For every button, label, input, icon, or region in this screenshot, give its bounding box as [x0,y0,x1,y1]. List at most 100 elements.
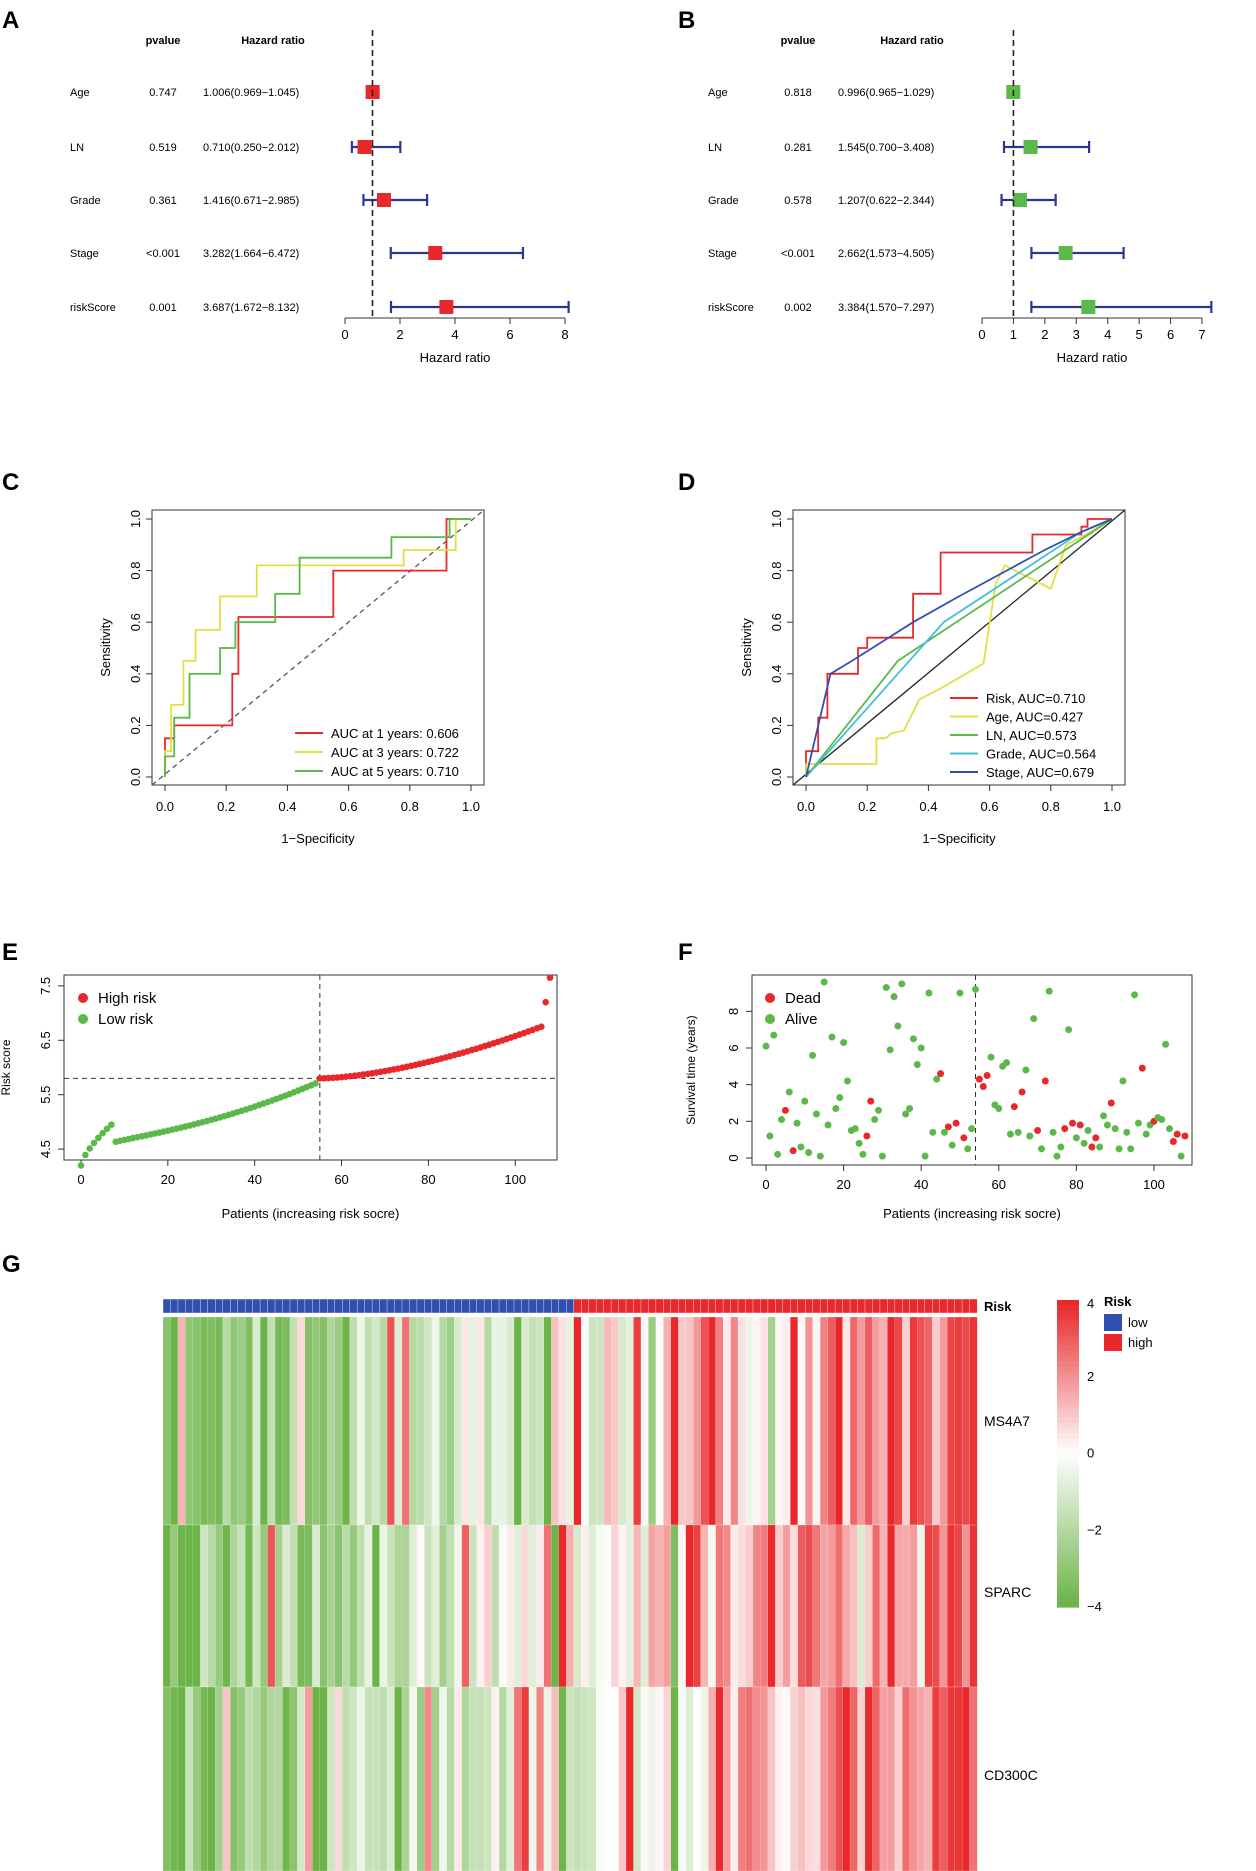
scale-segment [1057,1540,1079,1547]
row-pvalue: 0.818 [784,87,812,99]
scale-segment [1057,1586,1079,1593]
heatmap-cell [954,1316,963,1526]
scale-segment [1057,1571,1079,1577]
heatmap-cell [349,1316,358,1526]
x-axis-title: Hazard ratio [420,350,491,365]
heatmap-cell [670,1686,679,1871]
survival-point [979,1083,987,1090]
heatmap-cell [596,1686,605,1871]
risk-annotation-cell [663,1298,672,1314]
heatmap-cell [715,1524,724,1688]
heatmap-cell [566,1686,575,1871]
x-tick-label: 20 [836,1177,850,1192]
heatmap-cell [424,1524,433,1688]
risk-annotation-cell [371,1298,381,1314]
heatmap-cell [775,1686,784,1871]
survival-point [1068,1119,1076,1127]
heatmap-cell [491,1686,500,1871]
survival-point [890,993,898,1001]
risk-annotation-cell [274,1298,283,1314]
row-label: riskScore [708,302,754,314]
heatmap-cell [394,1686,403,1871]
heatmap-cell [409,1524,418,1688]
risk-annotation-cell [222,1298,231,1314]
heatmap-cell [484,1686,492,1871]
survival-point [940,1128,948,1136]
heatmap-cell [476,1316,485,1526]
legend-label: LN, AUC=0.573 [986,728,1077,743]
heatmap-cell [790,1524,799,1688]
survival-point [987,1053,995,1061]
risk-annotation-cell [595,1298,605,1314]
risk-annotation-cell [879,1298,888,1314]
risk-point [108,1121,115,1128]
risk-annotation-cell [961,1298,971,1314]
heatmap-cell [304,1686,313,1871]
heatmap-cell [640,1524,649,1688]
x-tick-label: 4 [451,327,458,342]
survival-point [898,980,906,988]
heatmap-cell [939,1316,948,1526]
heatmap-cell [454,1686,463,1871]
heatmap-cell [722,1316,731,1526]
x-tick-label: 40 [914,1177,928,1192]
survival-point [1107,1099,1115,1107]
roc-curve [805,518,1113,778]
risk-annotation-cell [902,1298,911,1314]
y-tick-label: 0.0 [769,768,784,786]
risk-annotation-cell [192,1298,201,1314]
y-tick-label: 0.4 [769,665,784,683]
row-label: Age [708,87,728,99]
legend-label: AUC at 5 years: 0.710 [331,764,459,779]
heatmap-cell [752,1686,761,1871]
heatmap-cell [879,1316,888,1526]
survival-point [820,978,828,986]
survival-point [1138,1064,1146,1072]
heatmap-cell [782,1316,791,1526]
heatmap-cell [566,1524,575,1688]
heatmap-cell [215,1316,224,1526]
survival-point [972,985,979,993]
heatmap-cell [297,1686,306,1871]
risk-annotation-cell [655,1298,664,1314]
hr-marker [1081,300,1096,314]
survival-point [812,1110,820,1118]
hr-marker [357,140,372,154]
scale-segment [1057,1381,1079,1388]
group-legend-swatch [1104,1314,1122,1331]
survival-point [789,1147,797,1155]
survival-point [1065,1026,1073,1034]
heatmap-cell [454,1524,463,1688]
legend-label: Risk, AUC=0.710 [986,691,1085,706]
survival-point [774,1150,782,1158]
risk-annotation-cell [700,1298,709,1314]
heatmap-cell [513,1686,522,1871]
survival-point [1127,1145,1135,1153]
survival-point [1181,1132,1189,1140]
heatmap-cell [827,1316,836,1526]
heatmap-cell [357,1524,366,1688]
risk-annotation-cell [439,1298,448,1314]
survival-plot-f: 0 20 40 60 80 100 0 2 4 6 8 Patients (increasing ri… [684,974,1193,1221]
heatmap-cell [543,1316,552,1526]
row-hr-text: 1.006(0.969−1.045) [203,87,299,99]
heatmap-cell [969,1316,978,1526]
scale-segment [1057,1525,1079,1531]
heatmap-cell [887,1686,896,1871]
heatmap-cell [603,1316,612,1526]
risk-annotation-cell [498,1298,508,1314]
heatmap-cell [484,1524,492,1688]
heatmap-cell [722,1524,731,1688]
survival-point [836,1094,844,1101]
survival-point [937,1070,945,1078]
heatmap-cell [961,1686,970,1871]
survival-point [1084,1127,1092,1134]
heatmap-cell [939,1524,948,1688]
survival-point [902,1110,910,1118]
heatmap-cell [237,1316,246,1526]
risk-annotation-cell [364,1298,373,1314]
heatmap-cell [252,1686,261,1871]
heatmap-cell [461,1524,470,1688]
heatmap-cell [648,1686,657,1871]
heatmap-cell [177,1316,186,1526]
